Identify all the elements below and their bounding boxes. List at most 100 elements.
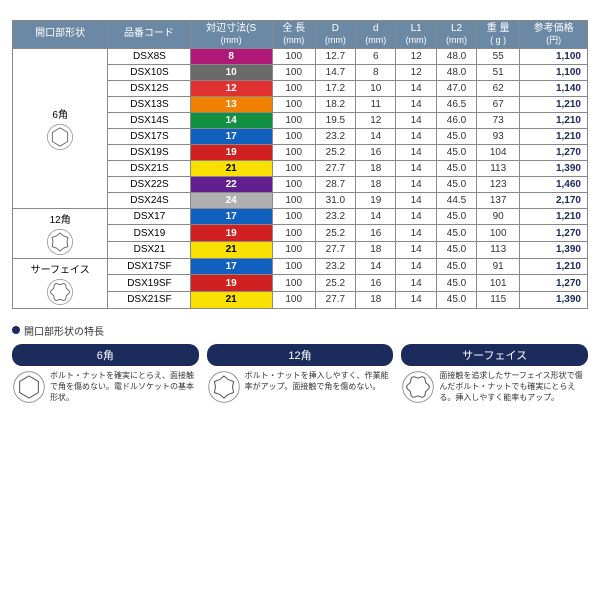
num-cell: 100 bbox=[272, 144, 315, 160]
table-row: 12角DSX171710023.2141445.0901,210 bbox=[13, 208, 588, 225]
price-cell: 1,210 bbox=[520, 208, 588, 225]
feature-text: 面接触を追求したサーフェイス形状で傷んだボルト・ナットでも確実にとらえる。挿入し… bbox=[439, 370, 588, 404]
num-cell: 90 bbox=[477, 208, 520, 225]
num-cell: 100 bbox=[272, 112, 315, 128]
num-cell: 19.5 bbox=[315, 112, 355, 128]
code-cell: DSX19 bbox=[108, 225, 190, 242]
size-cell: 8 bbox=[190, 48, 272, 64]
num-cell: 46.0 bbox=[436, 112, 476, 128]
hex-icon bbox=[12, 370, 46, 404]
num-cell: 23.2 bbox=[315, 208, 355, 225]
num-cell: 45.0 bbox=[436, 275, 476, 292]
num-cell: 16 bbox=[356, 275, 396, 292]
size-cell: 13 bbox=[190, 96, 272, 112]
num-cell: 12 bbox=[396, 48, 436, 64]
surface-icon bbox=[401, 370, 435, 404]
feature-heading: 開口部形状の特長 bbox=[12, 323, 588, 338]
num-cell: 14 bbox=[396, 176, 436, 192]
code-cell: DSX21SF bbox=[108, 292, 190, 309]
table-row: 6角DSX8S810012.761248.0551,100 bbox=[13, 48, 588, 64]
num-cell: 12.7 bbox=[315, 48, 355, 64]
size-cell: 14 bbox=[190, 112, 272, 128]
num-cell: 48.0 bbox=[436, 64, 476, 80]
num-cell: 28.7 bbox=[315, 176, 355, 192]
num-cell: 23.2 bbox=[315, 258, 355, 275]
code-cell: DSX10S bbox=[108, 64, 190, 80]
num-cell: 100 bbox=[272, 64, 315, 80]
size-cell: 24 bbox=[190, 192, 272, 208]
num-cell: 14 bbox=[356, 208, 396, 225]
num-cell: 45.0 bbox=[436, 258, 476, 275]
num-cell: 45.0 bbox=[436, 242, 476, 259]
num-cell: 47.0 bbox=[436, 80, 476, 96]
code-cell: DSX13S bbox=[108, 96, 190, 112]
num-cell: 91 bbox=[477, 258, 520, 275]
price-cell: 1,100 bbox=[520, 64, 588, 80]
price-cell: 1,210 bbox=[520, 112, 588, 128]
table-row: サーフェイスDSX17SF1710023.2141445.0911,210 bbox=[13, 258, 588, 275]
feature-text: ボルト・ナットを確実にとらえ、面接触で角を傷めない。電ドルソケットの基本形状。 bbox=[50, 370, 199, 404]
num-cell: 46.5 bbox=[436, 96, 476, 112]
size-cell: 21 bbox=[190, 242, 272, 259]
col-header: D(mm) bbox=[315, 21, 355, 49]
size-cell: 17 bbox=[190, 258, 272, 275]
code-cell: DSX14S bbox=[108, 112, 190, 128]
num-cell: 23.2 bbox=[315, 128, 355, 144]
feature-title: 12角 bbox=[207, 344, 394, 366]
num-cell: 100 bbox=[272, 258, 315, 275]
feature-row: 6角 ボルト・ナットを確実にとらえ、面接触で角を傷めない。電ドルソケットの基本形… bbox=[12, 344, 588, 404]
num-cell: 100 bbox=[272, 80, 315, 96]
col-header: d(mm) bbox=[356, 21, 396, 49]
num-cell: 101 bbox=[477, 275, 520, 292]
num-cell: 100 bbox=[272, 176, 315, 192]
size-cell: 10 bbox=[190, 64, 272, 80]
num-cell: 14 bbox=[356, 258, 396, 275]
code-cell: DSX19SF bbox=[108, 275, 190, 292]
col-header: 参考価格(円) bbox=[520, 21, 588, 49]
shape-cell: サーフェイス bbox=[13, 258, 108, 308]
num-cell: 51 bbox=[477, 64, 520, 80]
code-cell: DSX19S bbox=[108, 144, 190, 160]
size-cell: 22 bbox=[190, 176, 272, 192]
price-cell: 2,170 bbox=[520, 192, 588, 208]
num-cell: 45.0 bbox=[436, 144, 476, 160]
num-cell: 16 bbox=[356, 144, 396, 160]
num-cell: 100 bbox=[272, 242, 315, 259]
price-cell: 1,390 bbox=[520, 242, 588, 259]
num-cell: 18 bbox=[356, 242, 396, 259]
num-cell: 18.2 bbox=[315, 96, 355, 112]
code-cell: DSX22S bbox=[108, 176, 190, 192]
num-cell: 100 bbox=[272, 48, 315, 64]
num-cell: 18 bbox=[356, 292, 396, 309]
price-cell: 1,390 bbox=[520, 160, 588, 176]
feature-title: 6角 bbox=[12, 344, 199, 366]
size-cell: 17 bbox=[190, 128, 272, 144]
price-cell: 1,210 bbox=[520, 128, 588, 144]
col-header: 対辺寸法(S(mm) bbox=[190, 21, 272, 49]
num-cell: 113 bbox=[477, 160, 520, 176]
size-cell: 17 bbox=[190, 208, 272, 225]
num-cell: 18 bbox=[356, 176, 396, 192]
num-cell: 12 bbox=[396, 64, 436, 80]
size-cell: 21 bbox=[190, 292, 272, 309]
code-cell: DSX24S bbox=[108, 192, 190, 208]
num-cell: 18 bbox=[356, 160, 396, 176]
size-cell: 19 bbox=[190, 225, 272, 242]
num-cell: 100 bbox=[272, 292, 315, 309]
num-cell: 14.7 bbox=[315, 64, 355, 80]
price-cell: 1,270 bbox=[520, 225, 588, 242]
num-cell: 45.0 bbox=[436, 176, 476, 192]
code-cell: DSX8S bbox=[108, 48, 190, 64]
num-cell: 137 bbox=[477, 192, 520, 208]
num-cell: 14 bbox=[396, 160, 436, 176]
price-cell: 1,140 bbox=[520, 80, 588, 96]
code-cell: DSX17S bbox=[108, 128, 190, 144]
num-cell: 73 bbox=[477, 112, 520, 128]
num-cell: 45.0 bbox=[436, 292, 476, 309]
size-cell: 19 bbox=[190, 275, 272, 292]
num-cell: 93 bbox=[477, 128, 520, 144]
num-cell: 14 bbox=[396, 292, 436, 309]
shape-cell: 6角 bbox=[13, 48, 108, 208]
code-cell: DSX21S bbox=[108, 160, 190, 176]
num-cell: 62 bbox=[477, 80, 520, 96]
